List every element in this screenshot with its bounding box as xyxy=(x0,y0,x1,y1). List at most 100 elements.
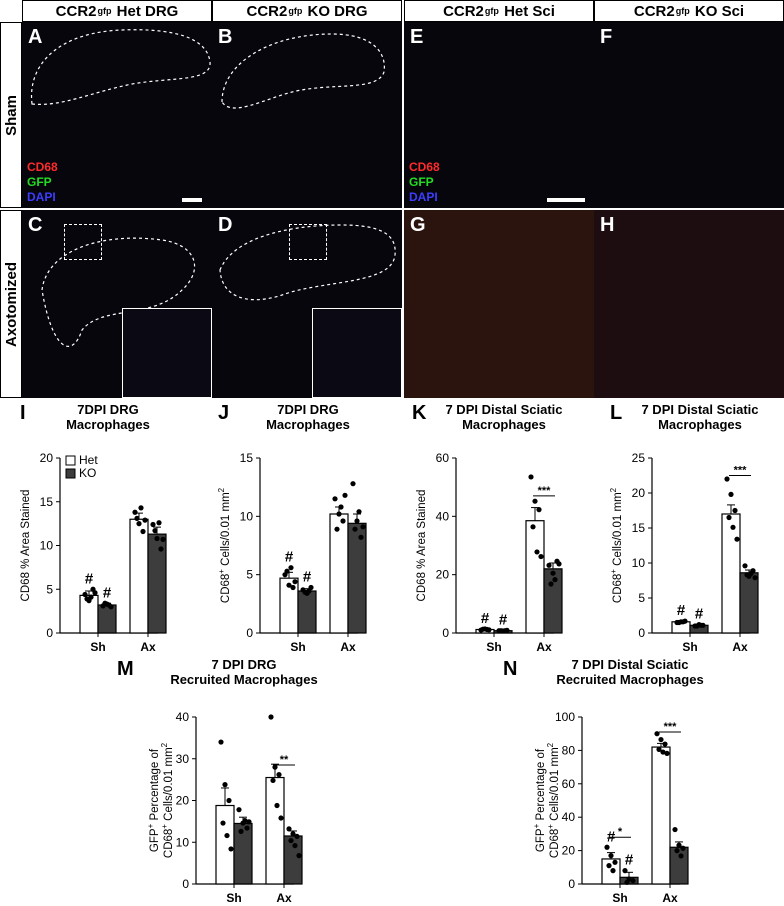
data-point xyxy=(154,535,160,542)
bar xyxy=(265,776,285,885)
data-point xyxy=(222,782,228,788)
y-tick-label: 0 xyxy=(246,626,253,640)
ylabel-part: 2 xyxy=(609,487,618,492)
chart-title: 7 DPI Distal Sciatic xyxy=(641,402,758,417)
data-point xyxy=(484,626,490,633)
x-tick-label: Sh xyxy=(290,640,305,654)
ylabel-part: 2 xyxy=(217,487,226,492)
panel-letter: C xyxy=(28,214,43,236)
chart-title: 7 DPI DRG xyxy=(211,657,276,672)
micrograph-d: D xyxy=(212,210,402,398)
bar xyxy=(651,746,671,885)
ylabel-part: Cells/0.01 mm xyxy=(163,747,175,824)
micrograph-c: C xyxy=(22,210,212,398)
stain-legend: CD68 GFP DAPI xyxy=(27,160,58,205)
chart-title: 7DPI DRG xyxy=(77,402,138,417)
y-tick-label: 10 xyxy=(632,556,646,570)
data-point xyxy=(84,596,90,602)
data-point xyxy=(550,570,556,576)
data-point xyxy=(502,628,508,634)
drg-outline xyxy=(219,224,396,301)
data-point xyxy=(220,820,226,826)
chart-letter-m: M xyxy=(117,658,134,680)
x-tick-label: Ax xyxy=(732,640,748,654)
bar xyxy=(329,513,349,634)
significance-stars: *** xyxy=(538,485,552,497)
y-tick-label: 20 xyxy=(632,486,646,500)
chart-letter-j: J xyxy=(218,402,230,424)
data-point xyxy=(294,833,300,840)
data-point xyxy=(352,526,358,532)
data-point xyxy=(238,828,244,834)
data-point xyxy=(528,474,534,480)
y-tick-label: 80 xyxy=(562,743,576,757)
legend-cd68: CD68 xyxy=(27,160,58,174)
y-tick-label: 15 xyxy=(632,521,646,535)
data-point xyxy=(678,853,684,859)
row-label-sham: Sham xyxy=(0,22,22,208)
data-point xyxy=(340,518,346,524)
y-tick-label: 5 xyxy=(46,582,53,596)
bar xyxy=(347,522,367,634)
y-tick-label: 20 xyxy=(176,794,190,808)
y-axis-label: CD68 % Area Stained xyxy=(20,490,32,602)
y-axis-label: CD68 % Area Stained xyxy=(416,490,428,602)
data-point xyxy=(158,546,164,552)
data-point xyxy=(288,565,294,571)
bar xyxy=(525,520,545,634)
x-tick-label: Ax xyxy=(340,640,356,654)
y-tick-label: 15 xyxy=(240,451,254,465)
data-point xyxy=(630,878,636,884)
data-point xyxy=(268,714,274,720)
data-point xyxy=(334,526,340,532)
bar xyxy=(739,572,759,634)
data-point xyxy=(102,600,108,606)
micrograph-b: B xyxy=(212,22,402,208)
data-point xyxy=(676,842,682,848)
row-label-axotomized: Axotomized xyxy=(0,210,22,398)
data-point xyxy=(536,507,542,513)
data-point xyxy=(302,589,308,595)
inset-image xyxy=(312,308,402,398)
x-tick-label: Sh xyxy=(226,891,241,905)
data-point xyxy=(228,846,234,852)
y-tick-label: 0 xyxy=(638,626,645,640)
x-tick-label: Ax xyxy=(536,640,552,654)
zoom-box xyxy=(289,224,327,260)
x-tick-label: Ax xyxy=(662,891,678,905)
data-point xyxy=(608,853,614,859)
data-point xyxy=(730,524,736,530)
chart-letter-i: I xyxy=(20,402,26,424)
data-point xyxy=(342,492,348,498)
chart-letter-k: K xyxy=(412,402,427,424)
significance-hash: # xyxy=(695,606,704,623)
data-point xyxy=(548,581,554,587)
significance-stars: ** xyxy=(280,754,289,766)
bar xyxy=(669,846,689,885)
stain-legend: CD68 GFP DAPI xyxy=(409,160,440,205)
legend-swatch xyxy=(65,468,76,479)
scale-bar xyxy=(547,198,585,202)
data-point xyxy=(156,520,162,526)
data-point xyxy=(656,746,662,752)
data-point xyxy=(734,536,740,542)
data-point xyxy=(680,619,686,625)
data-point xyxy=(624,879,630,885)
y-tick-label: 15 xyxy=(40,495,54,509)
ylabel-part: GFP xyxy=(535,828,547,852)
legend-dapi: DAPI xyxy=(27,190,56,204)
chart-title: Macrophages xyxy=(266,417,350,432)
legend-label: Het xyxy=(79,453,98,467)
significance-hash: # xyxy=(85,570,94,587)
data-point xyxy=(236,807,242,813)
bar xyxy=(129,518,149,634)
data-point xyxy=(292,579,298,585)
y-tick-label: 60 xyxy=(436,451,450,465)
data-point xyxy=(242,817,248,824)
data-point xyxy=(296,853,302,859)
y-tick-label: 30 xyxy=(176,752,190,766)
micrograph-a: A CD68 GFP DAPI xyxy=(22,22,212,208)
